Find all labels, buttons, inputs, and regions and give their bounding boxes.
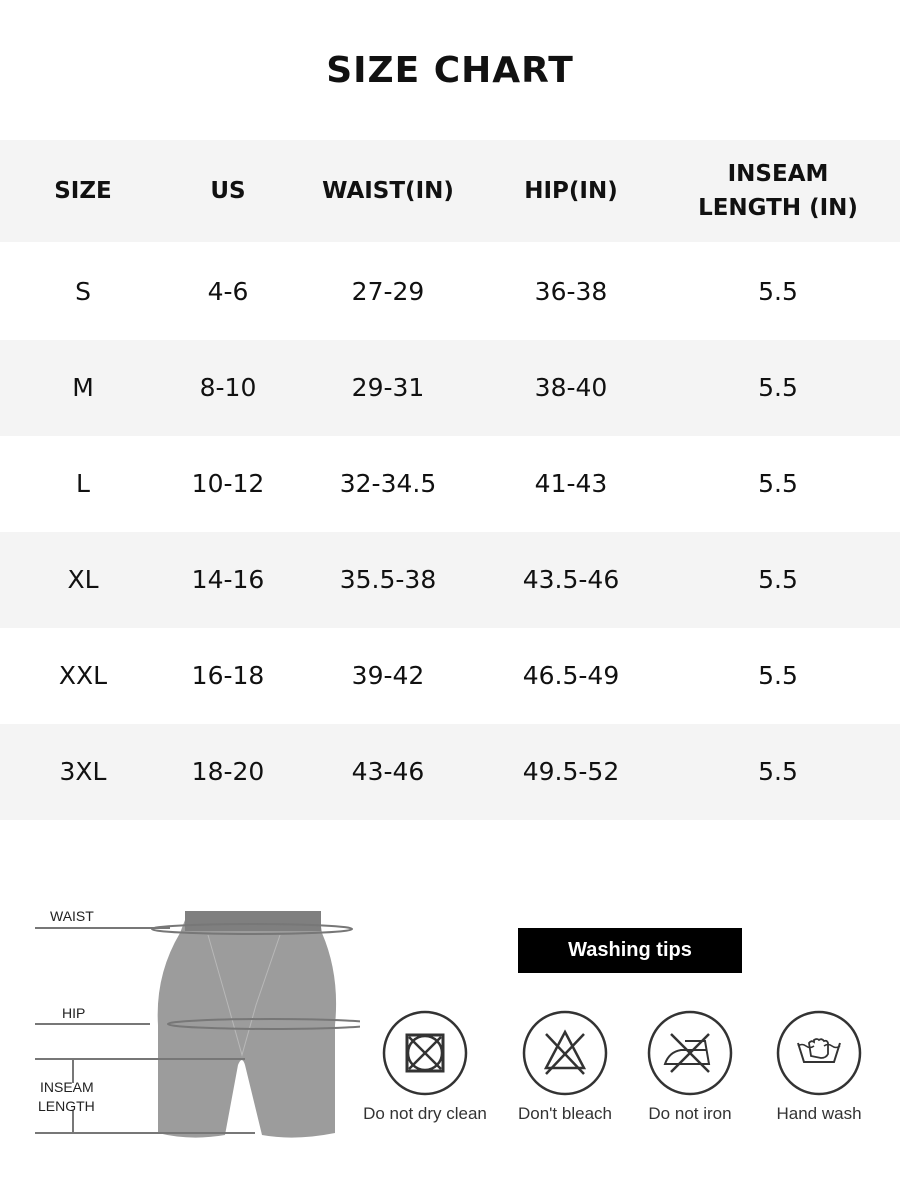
table-cell: 10-12	[191, 469, 265, 498]
table-cell: 5.5	[758, 565, 798, 594]
header-hip: HIP(IN)	[524, 178, 618, 204]
shorts-measurement-diagram: WAIST HIP INSEAM LENGTH	[30, 895, 377, 1145]
header-size: SIZE	[54, 178, 112, 204]
table-cell: 5.5	[758, 469, 798, 498]
table-cell: 18-20	[191, 757, 265, 786]
table-cell: 16-18	[191, 661, 265, 690]
table-cell: 41-43	[534, 469, 608, 498]
header-inseam: INSEAM LENGTH (IN)	[698, 161, 858, 221]
size-table: SIZE US WAIST(IN) HIP(IN) INSEAM LENGTH …	[0, 140, 900, 820]
header-waist: WAIST(IN)	[322, 178, 454, 204]
table-cell: 43.5-46	[522, 565, 620, 594]
table-header: SIZE US WAIST(IN) HIP(IN) INSEAM LENGTH …	[0, 140, 900, 242]
header-us: US	[210, 178, 246, 204]
table-cell: 29-31	[351, 373, 425, 402]
table-cell: 49.5-52	[522, 757, 620, 786]
table-cell: 5.5	[758, 661, 798, 690]
care-label: Hand wash	[776, 1104, 862, 1123]
table-cell: 8-10	[199, 373, 257, 402]
table-cell: 5.5	[758, 277, 798, 306]
care-item: Don't bleach	[490, 1010, 640, 1124]
table-cell: XL	[67, 565, 99, 594]
care-item: Do not dry clean	[350, 1010, 500, 1124]
care-label: Don't bleach	[518, 1104, 612, 1123]
table-cell: 5.5	[758, 757, 798, 786]
table-cell: M	[72, 373, 94, 402]
table-cell: 36-38	[534, 277, 608, 306]
table-cell: 5.5	[758, 373, 798, 402]
table-cell: 43-46	[351, 757, 425, 786]
care-item: Do not iron	[615, 1010, 765, 1124]
no-iron-icon	[647, 1010, 733, 1096]
table-cell: 39-42	[351, 661, 425, 690]
table-cell: L	[76, 469, 90, 498]
table-row: 3XL 18-20 43-46 49.5-52 5.5	[0, 724, 900, 820]
table-cell: 46.5-49	[522, 661, 620, 690]
inseam-label: INSEAM	[40, 1079, 94, 1095]
table-cell: S	[75, 277, 91, 306]
care-item: Hand wash	[744, 1010, 894, 1124]
table-row: M 8-10 29-31 38-40 5.5	[0, 340, 900, 436]
table-cell: 14-16	[191, 565, 265, 594]
washing-tips-title: Washing tips	[518, 928, 742, 973]
table-row: L 10-12 32-34.5 41-43 5.5	[0, 436, 900, 532]
table-cell: 4-6	[207, 277, 249, 306]
care-label: Do not iron	[648, 1104, 732, 1123]
table-row: XXL 16-18 39-42 46.5-49 5.5	[0, 628, 900, 724]
hip-label: HIP	[62, 1005, 86, 1021]
table-cell: 38-40	[534, 373, 608, 402]
table-cell: 3XL	[59, 757, 107, 786]
no-dry-clean-icon	[382, 1010, 468, 1096]
shorts-illustration	[35, 911, 377, 1138]
table-row: S 4-6 27-29 36-38 5.5	[0, 244, 900, 340]
table-cell: XXL	[58, 661, 108, 690]
table-cell: 35.5-38	[339, 565, 437, 594]
table-row: XL 14-16 35.5-38 43.5-46 5.5	[0, 532, 900, 628]
no-bleach-icon	[522, 1010, 608, 1096]
page-title: SIZE CHART	[326, 50, 574, 91]
waist-label: WAIST	[50, 908, 94, 924]
length-label: LENGTH	[38, 1098, 95, 1114]
hand-wash-icon	[776, 1010, 862, 1096]
care-label: Do not dry clean	[363, 1104, 487, 1123]
table-cell: 32-34.5	[339, 469, 437, 498]
table-cell: 27-29	[351, 277, 425, 306]
